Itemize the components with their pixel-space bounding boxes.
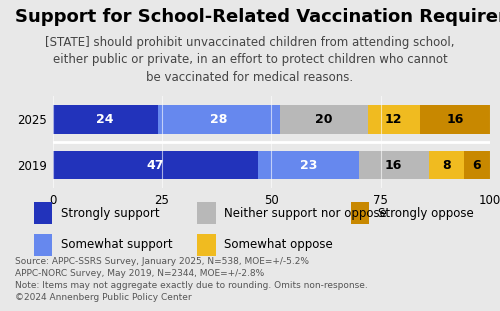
Bar [429,151,464,179]
Bar [52,105,158,133]
Text: 16: 16 [446,113,464,126]
Bar [280,105,368,133]
Text: 12: 12 [385,113,402,126]
Text: 23: 23 [300,159,317,172]
Bar [198,202,216,224]
Text: [STATE] should prohibit unvaccinated children from attending school,
either publ: [STATE] should prohibit unvaccinated chi… [45,36,455,84]
Bar [258,151,359,179]
Text: 47: 47 [146,159,164,172]
Text: Strongly oppose: Strongly oppose [378,207,474,220]
Bar [34,234,52,256]
Text: 24: 24 [96,113,114,126]
Bar [420,105,490,133]
Text: Neither support nor oppose: Neither support nor oppose [224,207,387,220]
Text: Somewhat support: Somewhat support [61,238,172,251]
Text: Strongly support: Strongly support [61,207,160,220]
Text: 16: 16 [385,159,402,172]
Text: 8: 8 [442,159,450,172]
Text: Somewhat oppose: Somewhat oppose [224,238,333,251]
Bar [359,151,429,179]
Bar [464,151,490,179]
Bar [34,202,52,224]
Bar [368,105,420,133]
Bar [351,202,369,224]
Text: 28: 28 [210,113,228,126]
Text: 6: 6 [472,159,481,172]
Bar [158,105,280,133]
Bar [52,151,258,179]
Text: Source: APPC-SSRS Survey, January 2025, N=538, MOE=+/-5.2%
APPC-NORC Survey, May: Source: APPC-SSRS Survey, January 2025, … [15,257,368,302]
Text: Support for School-Related Vaccination Requirements: Support for School-Related Vaccination R… [15,8,500,26]
Bar [198,234,216,256]
Text: 20: 20 [315,113,332,126]
